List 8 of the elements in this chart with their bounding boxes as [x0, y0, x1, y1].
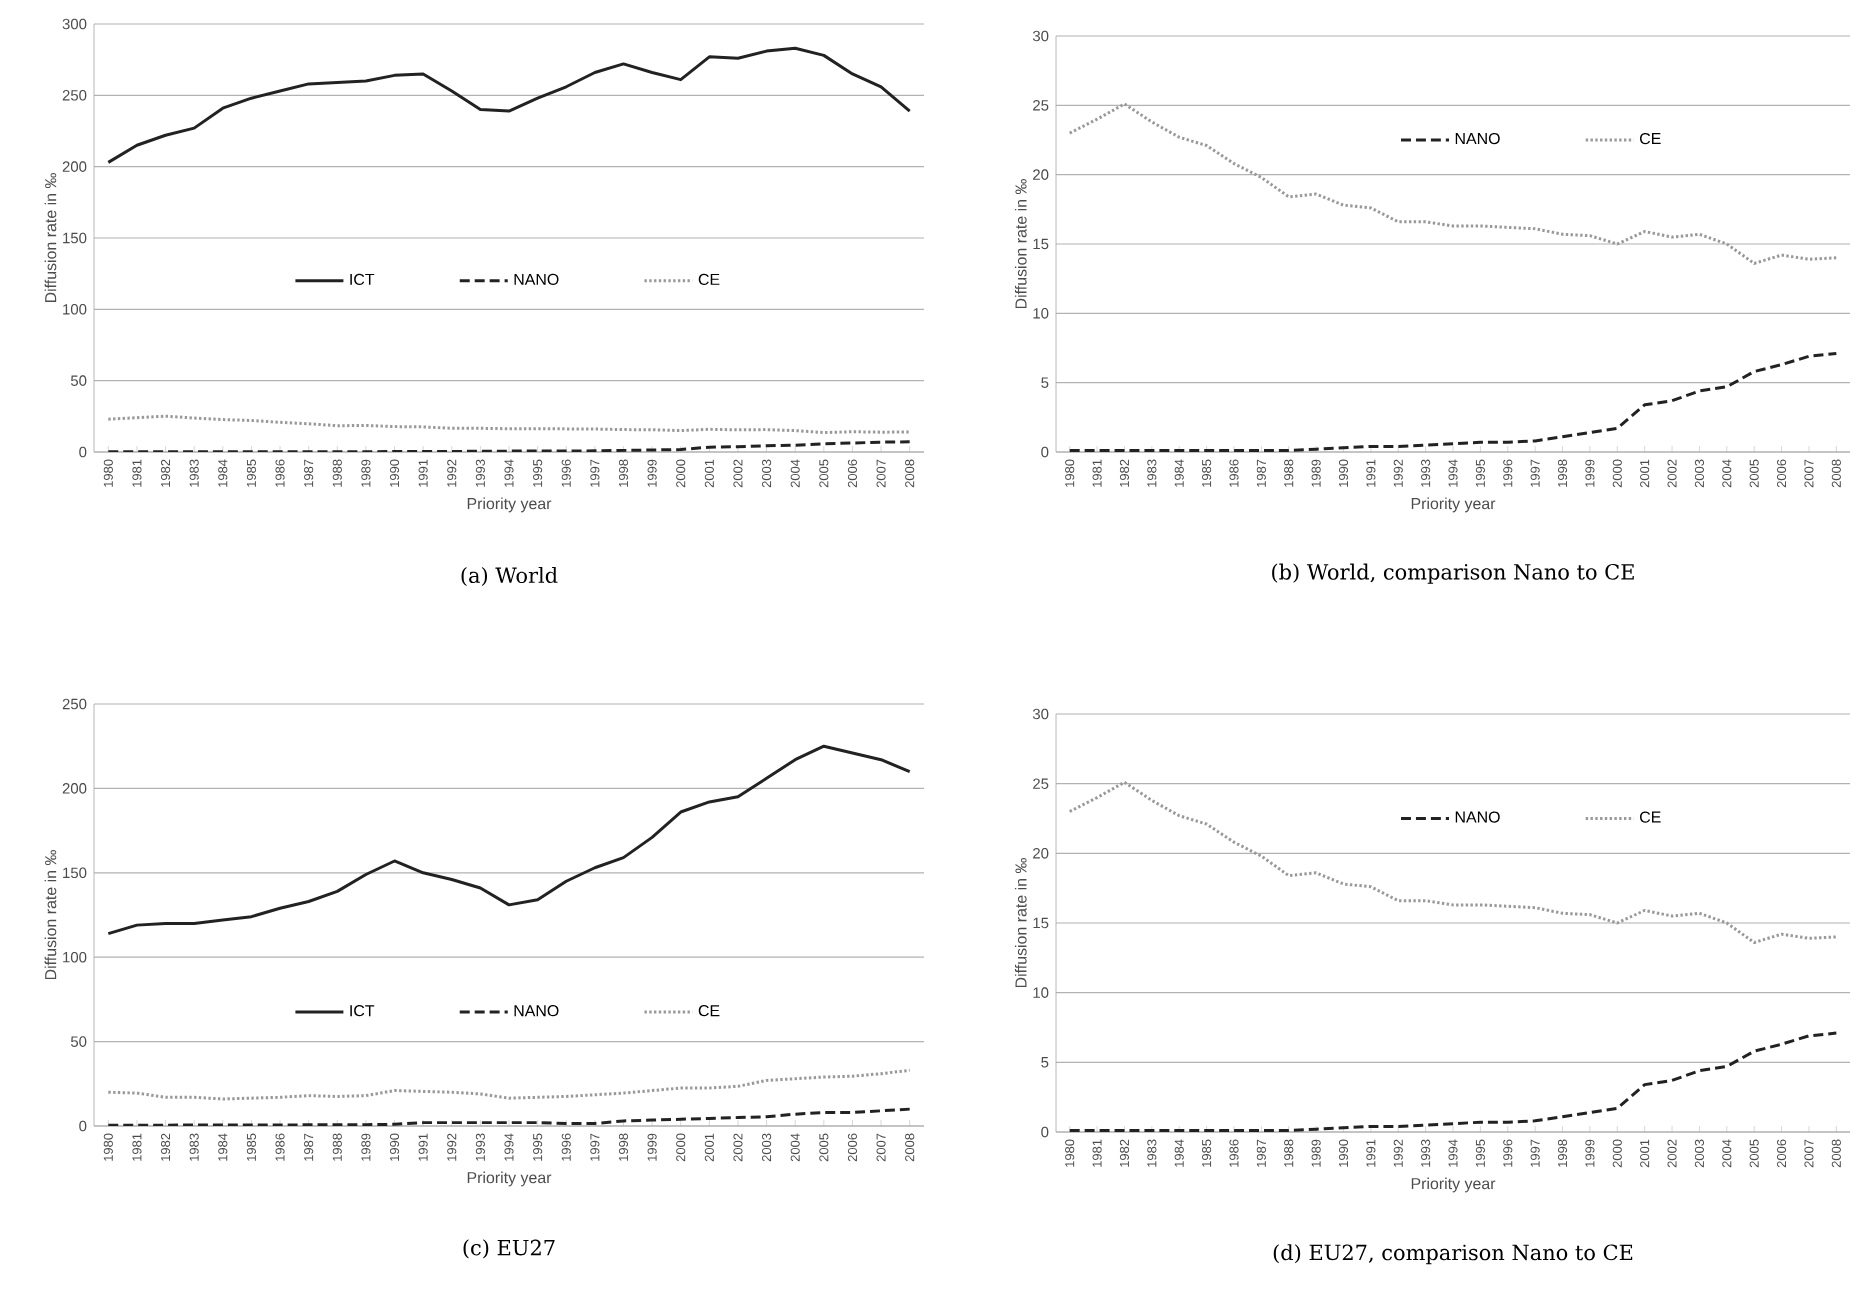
line-series: [1068, 102, 1838, 265]
text: (a) World: [461, 566, 558, 587]
text: (d) EU27, comparison Nano to CE: [1273, 1244, 1633, 1265]
line-series: [106, 46, 912, 164]
line-series: [106, 414, 912, 435]
text: (b) World, comparison Nano to CE: [1272, 563, 1634, 584]
text: (c) EU27: [463, 1239, 555, 1259]
line-series: [106, 744, 912, 936]
